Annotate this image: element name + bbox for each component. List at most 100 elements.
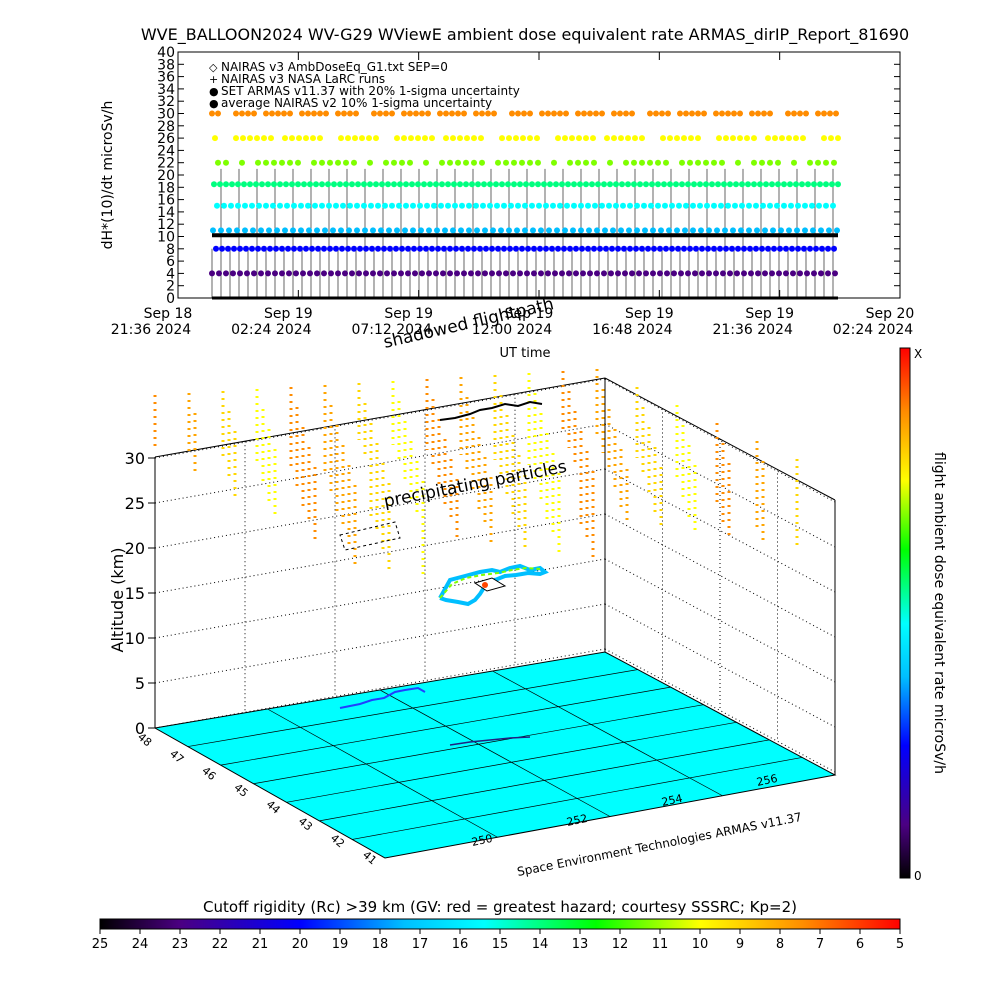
series-point xyxy=(363,270,369,277)
y-tick-label: 0 xyxy=(166,291,175,307)
series-point xyxy=(794,227,800,234)
series-point xyxy=(807,245,813,252)
y-tick-label: 26 xyxy=(157,131,175,147)
series-point xyxy=(602,227,608,234)
series-point xyxy=(683,202,689,209)
y-tick-label: 12 xyxy=(157,217,175,233)
series-point xyxy=(437,110,443,117)
series-point xyxy=(501,202,507,209)
series-point xyxy=(648,202,654,209)
series-point xyxy=(461,110,467,117)
series-point xyxy=(732,202,738,209)
series-point xyxy=(627,245,633,252)
rigidity-tick-label: 21 xyxy=(252,937,269,952)
rigidity-tick-label: 6 xyxy=(856,937,864,952)
series-point xyxy=(243,245,249,252)
series-point xyxy=(830,202,836,209)
series-point xyxy=(209,270,215,277)
z-tick-label: 15 xyxy=(125,584,145,603)
ground-shadow-trace xyxy=(339,686,426,709)
series-point xyxy=(817,181,823,188)
x-tick-label-date: Sep 18 xyxy=(144,306,193,322)
legend-symbol: ◇ xyxy=(209,61,218,74)
series-point xyxy=(443,110,449,117)
series-point xyxy=(402,227,408,234)
series-point xyxy=(396,202,402,209)
series-point xyxy=(802,227,808,234)
series-point xyxy=(834,227,840,234)
series-point xyxy=(606,202,612,209)
series-point xyxy=(566,270,572,277)
series-point xyxy=(720,270,726,277)
series-point xyxy=(729,245,735,252)
series-point xyxy=(785,110,791,117)
series-point xyxy=(480,202,486,209)
legend-label: SET ARMAS v11.37 with 20% 1-sigma uncert… xyxy=(221,84,520,98)
series-point xyxy=(809,202,815,209)
series-point xyxy=(607,159,613,166)
y-tick-label: 22 xyxy=(157,156,175,172)
series-point xyxy=(657,270,663,277)
series-point xyxy=(631,181,637,188)
x-tick-label-date: Sep 19 xyxy=(745,306,794,322)
series-point xyxy=(473,202,479,209)
lon-tick-label: 254 xyxy=(660,792,683,809)
series-point xyxy=(795,202,801,209)
series-point xyxy=(627,202,633,209)
series-point xyxy=(338,227,344,234)
series-point xyxy=(373,135,379,142)
series-point xyxy=(521,110,527,117)
series-point xyxy=(410,227,416,234)
series-point xyxy=(642,227,648,234)
series-point xyxy=(511,159,517,166)
x-tick-label-date: Sep 19 xyxy=(505,306,554,322)
series-point xyxy=(727,181,733,188)
series-point xyxy=(601,270,607,277)
series-point xyxy=(391,159,397,166)
series-point xyxy=(483,245,489,252)
series-point xyxy=(317,135,323,142)
series-point xyxy=(468,270,474,277)
series-point xyxy=(475,181,481,188)
series-point xyxy=(261,135,267,142)
series-point xyxy=(370,270,376,277)
series-point xyxy=(787,181,793,188)
series-point xyxy=(821,110,827,117)
series-point xyxy=(381,245,387,252)
series-point xyxy=(739,202,745,209)
legend-symbol: + xyxy=(209,73,218,86)
flightpath-point xyxy=(482,582,488,588)
rigidity-tick-label: 16 xyxy=(452,937,469,952)
series-point xyxy=(307,181,313,188)
series-point xyxy=(271,159,277,166)
series-point xyxy=(326,202,332,209)
series-point xyxy=(802,202,808,209)
series-point xyxy=(319,181,325,188)
series-point xyxy=(772,135,778,142)
series-point xyxy=(755,110,761,117)
series-point xyxy=(716,135,722,142)
series-point xyxy=(315,245,321,252)
series-point xyxy=(741,245,747,252)
y-tick-label: 34 xyxy=(157,82,175,98)
series-point xyxy=(703,181,709,188)
series-point xyxy=(216,270,222,277)
series-point xyxy=(277,202,283,209)
series-point xyxy=(379,181,385,188)
series-point xyxy=(211,181,217,188)
series-point xyxy=(522,227,528,234)
series-point xyxy=(550,202,556,209)
series-point xyxy=(286,270,292,277)
series-point xyxy=(337,181,343,188)
series-point xyxy=(209,110,215,117)
series-point xyxy=(659,110,665,117)
series-point xyxy=(538,270,544,277)
series-point xyxy=(303,135,309,142)
legend-symbol: ● xyxy=(209,97,219,110)
series-point xyxy=(727,270,733,277)
series-point xyxy=(811,270,817,277)
x-axis-label: UT time xyxy=(500,346,551,361)
series-point xyxy=(604,135,610,142)
